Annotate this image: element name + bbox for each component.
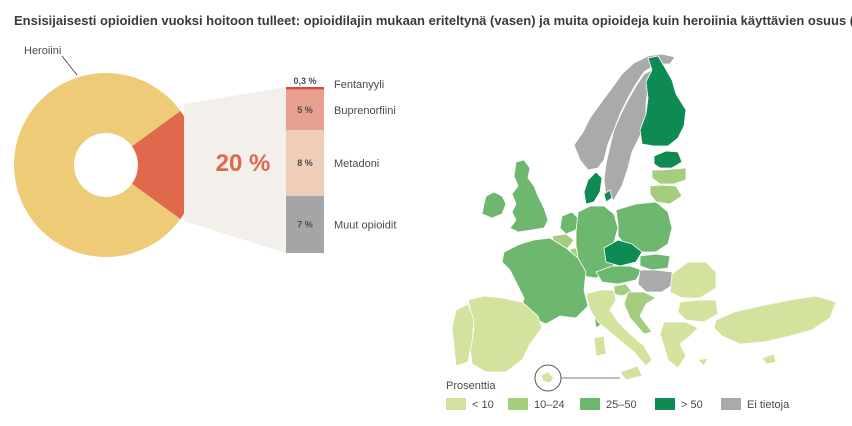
- legend-title: Prosenttia: [446, 380, 496, 392]
- map-region-bulgaria: [677, 299, 719, 323]
- chart-title: Ensisijaisesti opioidien vuoksi hoitoon …: [14, 13, 852, 28]
- map-region-poland: [615, 201, 673, 253]
- map-region-united-kingdom: [509, 159, 549, 233]
- map-region-finland: [639, 55, 687, 147]
- map-region-denmark: [583, 171, 613, 205]
- map-region-lithuania: [649, 184, 683, 205]
- map-legend: < 10 10–24 25–50 > 50 Ei tietoja: [446, 398, 790, 411]
- donut-chart: [14, 72, 198, 257]
- legend-label-2: 25–50: [606, 399, 637, 411]
- legend-swatch-0: [446, 398, 466, 410]
- legend-label-1: 10–24: [534, 399, 565, 411]
- breakdown-value-muut-opioidit: 7 %: [297, 219, 313, 229]
- heroiini-leader-line: [61, 55, 78, 76]
- other-opioids-percent-label: 20 %: [216, 150, 271, 177]
- breakdown-connector: [184, 87, 286, 253]
- legend-label-3: > 50: [681, 399, 703, 411]
- donut-slice-heroiini: [14, 72, 181, 257]
- legend-swatch-4: [721, 398, 741, 410]
- breakdown-bar-metadoni: [286, 130, 324, 196]
- map-region-italy: [585, 289, 653, 381]
- map-region-turkiye: [713, 295, 837, 345]
- breakdown-value-metadoni: 8 %: [297, 158, 313, 168]
- map-region-greece: [659, 321, 709, 369]
- breakdown-label-fentanyyli: Fentanyyli: [334, 79, 384, 91]
- map-region-czechia: [603, 239, 643, 267]
- europe-map: [451, 53, 837, 392]
- legend-label-0: < 10: [472, 399, 494, 411]
- legend-swatch-2: [580, 398, 600, 410]
- map-region-estonia: [653, 150, 683, 169]
- breakdown-label-buprenorfiini: Buprenorfiini: [334, 105, 396, 117]
- map-region-netherlands: [559, 211, 579, 235]
- breakdown-bar-fentanyyli: [286, 87, 324, 90]
- breakdown-bar-buprenorfiini: [286, 89, 324, 131]
- slice-label-heroiini: Heroiini: [24, 45, 61, 57]
- breakdown-value-fentanyyli: 0,3 %: [293, 76, 316, 86]
- breakdown-label-metadoni: Metadoni: [334, 158, 379, 170]
- map-region-sweden: [603, 69, 653, 201]
- map-region-portugal: [451, 303, 475, 367]
- breakdown-bar-muut-opioidit: [286, 195, 324, 253]
- map-region-romania: [669, 261, 717, 299]
- legend-swatch-1: [508, 398, 528, 410]
- legend-swatch-3: [655, 398, 675, 410]
- legend-label-4: Ei tietoja: [747, 399, 790, 411]
- map-region-slovakia: [639, 253, 671, 271]
- map-region-ireland: [481, 191, 507, 219]
- breakdown-value-buprenorfiini: 5 %: [297, 105, 313, 115]
- map-region-hungary: [637, 269, 675, 293]
- map-region-norway: [573, 53, 676, 171]
- map-region-croatia: [623, 291, 657, 335]
- breakdown-stack: 0,3 % Fentanyyli 5 % Buprenorfiini 8 % Metado…: [286, 76, 396, 253]
- map-region-cyprus: [761, 353, 777, 365]
- map-region-malta: [540, 371, 555, 384]
- donut-slice-other-opioids: [131, 110, 198, 220]
- map-region-latvia: [651, 167, 687, 185]
- breakdown-label-muut-opioidit: Muut opioidit: [334, 219, 396, 231]
